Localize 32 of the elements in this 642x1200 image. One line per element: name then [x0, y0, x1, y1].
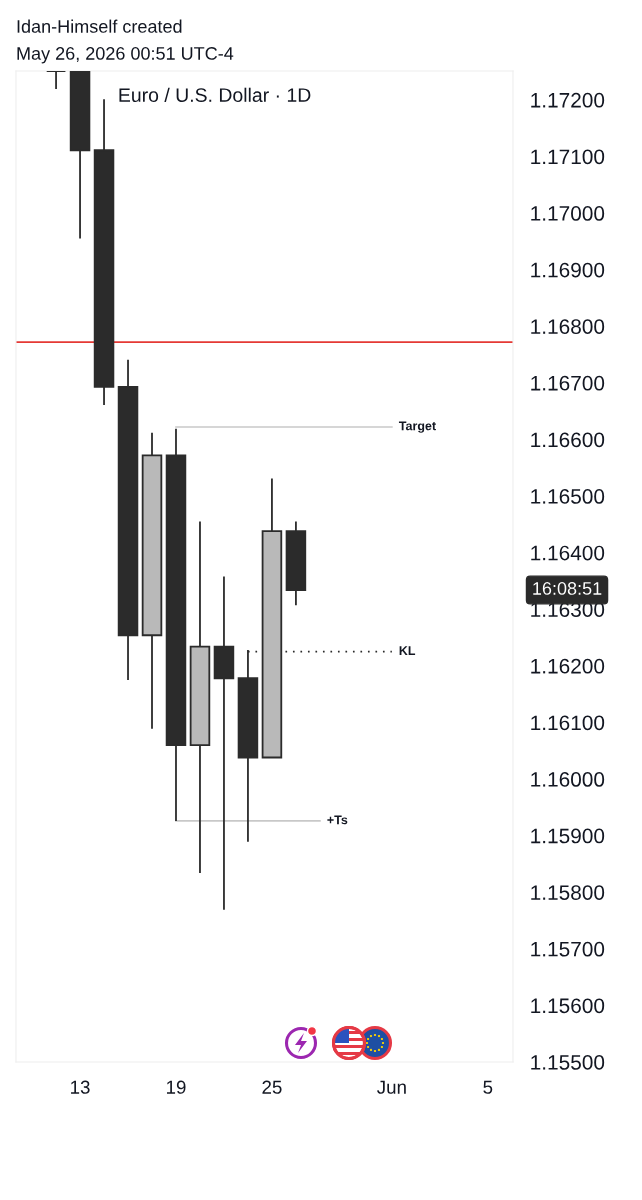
y-tick-label: 1.16600 — [531, 432, 605, 448]
x-tick-label: 5 — [483, 1080, 493, 1094]
text: 16:08:51 — [533, 582, 602, 595]
y-tick-label: 1.15500 — [531, 1055, 605, 1070]
y-tick-label: 1.15600 — [531, 998, 605, 1014]
series-label: Target — [398, 421, 436, 433]
y-tick-label: 1.17000 — [531, 206, 605, 221]
candlestick — [45, 71, 67, 91]
y-tick-label: 1.16500 — [531, 489, 605, 504]
x-tick-label: 25 — [262, 1080, 282, 1094]
y-tick-label: 1.15900 — [531, 828, 605, 844]
x-tick-label: 19 — [166, 1080, 186, 1094]
y-tick-label: 1.17100 — [531, 149, 605, 165]
text: Idan-Himself created — [17, 19, 182, 33]
y-tick-label: 1.16000 — [531, 772, 605, 787]
y-tick-label: 1.15800 — [531, 885, 605, 900]
y-tick-label: 1.16300 — [531, 602, 605, 617]
y-tick-label: 1.16400 — [531, 545, 605, 561]
y-tick-label: 1.16800 — [531, 319, 605, 334]
y-tick-label: 1.17200 — [531, 92, 605, 108]
x-tick-label: 13 — [71, 1080, 90, 1094]
y-tick-label: 1.16100 — [531, 715, 605, 731]
x-tick-label: Jun — [377, 1080, 406, 1094]
y-tick-label: 1.16700 — [531, 375, 605, 391]
y-tick-label: 1.16200 — [531, 658, 605, 674]
y-tick-label: 1.15700 — [531, 941, 605, 957]
text: Euro / U.S. Dollar · 1D — [119, 87, 311, 102]
y-tick-label: 1.16900 — [531, 262, 605, 278]
candlestick — [213, 575, 235, 911]
series-label: KL — [399, 646, 416, 655]
series-label: +Ts — [327, 815, 348, 825]
text: May 26, 2026 00:51 UTC-4 — [17, 47, 234, 64]
